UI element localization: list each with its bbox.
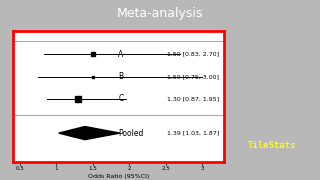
Text: TileStats: TileStats xyxy=(248,141,296,150)
X-axis label: Odds Ratio (95%CI): Odds Ratio (95%CI) xyxy=(88,174,149,179)
Text: 1.50 [0.83, 2.70]: 1.50 [0.83, 2.70] xyxy=(167,52,219,57)
Text: C: C xyxy=(118,94,124,103)
Text: 1.30 [0.87, 1.95]: 1.30 [0.87, 1.95] xyxy=(167,96,219,101)
Text: 1.39 [1.03, 1.87]: 1.39 [1.03, 1.87] xyxy=(167,131,219,136)
Text: Pooled: Pooled xyxy=(118,129,144,138)
Text: B: B xyxy=(118,72,124,81)
Polygon shape xyxy=(59,127,120,140)
Text: A: A xyxy=(118,50,124,59)
Text: Meta-analysis: Meta-analysis xyxy=(117,6,203,20)
Text: 1.50 [0.75, 3.00]: 1.50 [0.75, 3.00] xyxy=(167,74,219,79)
